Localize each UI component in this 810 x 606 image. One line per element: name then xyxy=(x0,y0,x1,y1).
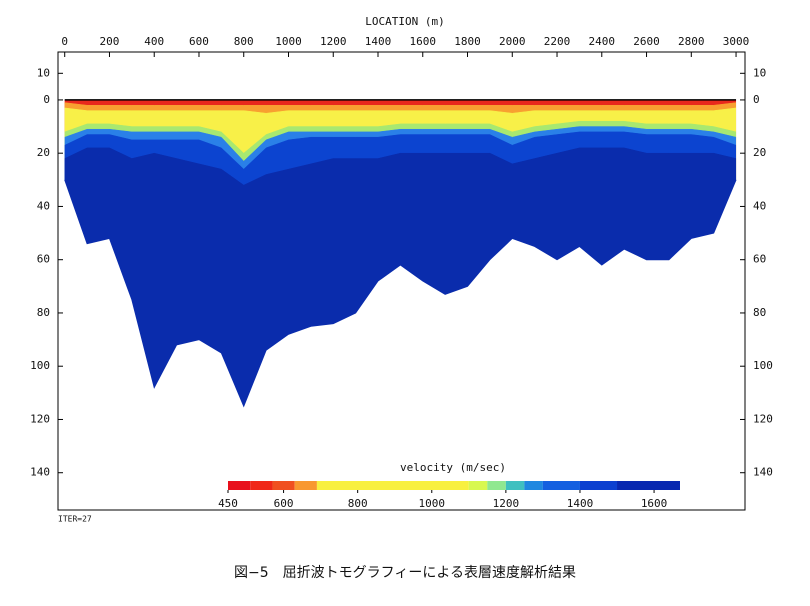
y-tick-label-right: 120 xyxy=(753,412,773,425)
chart-title: LOCATION (m) xyxy=(365,15,444,28)
x-tick-label: 600 xyxy=(189,35,209,48)
colorbar-bin xyxy=(579,481,618,490)
colorbar-bin xyxy=(524,481,543,490)
colorbar-bin xyxy=(294,481,317,490)
x-tick-label: 800 xyxy=(234,35,254,48)
colorbar-tick-label: 1200 xyxy=(493,497,520,510)
colorbar-bin xyxy=(505,481,525,490)
colorbar-bin xyxy=(542,481,580,490)
y-tick-label-right: 60 xyxy=(753,253,766,266)
colorbar-tick-label: 600 xyxy=(274,497,294,510)
x-tick-label: 2400 xyxy=(589,35,616,48)
velocity-field xyxy=(64,99,737,407)
y-tick-label-right: 40 xyxy=(753,199,766,212)
colorbar-tick-label: 1600 xyxy=(641,497,668,510)
colorbar-tick-label: 800 xyxy=(348,497,368,510)
x-tick-label: 2800 xyxy=(678,35,705,48)
y-tick-label: 40 xyxy=(37,199,50,212)
y-tick-label: 100 xyxy=(30,359,50,372)
y-tick-label: 80 xyxy=(37,306,50,319)
x-tick-label: 0 xyxy=(61,35,68,48)
y-tick-label-right: 20 xyxy=(753,146,766,159)
colorbar-label: velocity (m/sec) xyxy=(400,461,506,474)
colorbar-bin xyxy=(468,481,488,490)
x-tick-label: 2200 xyxy=(544,35,571,48)
y-tick-label-right: 80 xyxy=(753,306,766,319)
colorbar-bin xyxy=(487,481,506,490)
colorbar-tick-label: 450 xyxy=(218,497,238,510)
colorbar-bin xyxy=(228,481,251,490)
x-tick-label: 1000 xyxy=(275,35,302,48)
velocity-zone xyxy=(64,147,737,407)
colorbar-bin xyxy=(316,481,469,490)
y-tick-label-right: 100 xyxy=(753,359,773,372)
y-tick-label-right: 10 xyxy=(753,66,766,79)
model-bottom xyxy=(64,179,737,408)
caption: 図−5 屈折波トモグラフィーによる表層速度解析結果 xyxy=(234,565,576,581)
y-tick-label: 60 xyxy=(37,253,50,266)
frame xyxy=(57,51,746,511)
x-tick-label: 400 xyxy=(144,35,164,48)
colorbar-tick-label: 1000 xyxy=(419,497,446,510)
x-tick-label: 1400 xyxy=(365,35,392,48)
x-tick-label: 3000 xyxy=(723,35,750,48)
x-tick-label: 200 xyxy=(100,35,120,48)
y-tick-label-right: 0 xyxy=(753,93,760,106)
colorbar-bin xyxy=(272,481,295,490)
y-tick-label: 120 xyxy=(30,412,50,425)
y-tick-label: 20 xyxy=(37,146,50,159)
iteration-note: ITER=27 xyxy=(58,515,92,524)
x-tick-label: 1200 xyxy=(320,35,347,48)
y-tick-label: 140 xyxy=(30,466,50,479)
x-tick-label: 1800 xyxy=(454,35,481,48)
colorbar-tick-label: 1400 xyxy=(567,497,594,510)
colorbar-bin xyxy=(250,481,273,490)
x-tick-label: 2600 xyxy=(633,35,660,48)
y-tick-label: 0 xyxy=(43,93,50,106)
y-tick-label: 10 xyxy=(37,66,50,79)
y-tick-label-right: 140 xyxy=(753,466,773,479)
colorbar-bin xyxy=(617,481,680,490)
x-tick-label: 1600 xyxy=(410,35,437,48)
x-tick-label: 2000 xyxy=(499,35,526,48)
